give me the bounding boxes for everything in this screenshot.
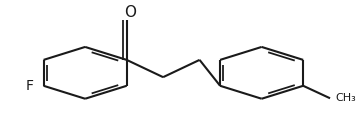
Text: O: O [125, 5, 136, 20]
Text: F: F [26, 79, 34, 93]
Text: CH₃: CH₃ [336, 93, 357, 103]
